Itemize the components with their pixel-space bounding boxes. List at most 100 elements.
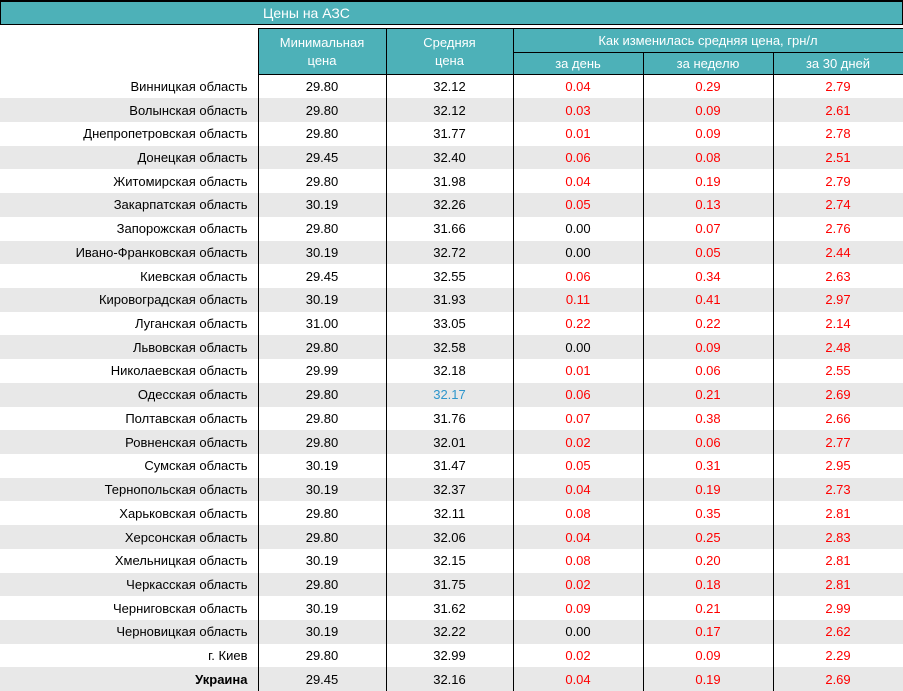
- avg-price-cell: 32.58: [386, 335, 514, 360]
- min-price-cell: 30.19: [258, 620, 387, 644]
- table-row: Черниговская область 30.19 31.62 0.09 0.21 2.…: [0, 596, 903, 621]
- avg-price-cell: 32.15: [386, 548, 514, 573]
- min-price-cell: 30.19: [258, 240, 387, 265]
- change-day-cell: 0.03: [513, 98, 644, 122]
- title-header-gap: [0, 25, 903, 28]
- avg-price-cell: 32.22: [386, 620, 514, 644]
- min-price-cell: 29.80: [258, 121, 387, 146]
- min-price-cell: 29.99: [258, 359, 387, 383]
- change-day-cell: 0.01: [513, 359, 644, 383]
- table-row: г. Киев 29.80 32.99 0.02 0.09 2.29: [0, 643, 903, 668]
- change-30d-cell: 2.81: [773, 548, 903, 573]
- table-row: Ивано-Франковская область 30.19 32.72 0.00 0…: [0, 240, 903, 265]
- table-row: Ровненская область 29.80 32.01 0.02 0.06 2.77: [0, 430, 903, 454]
- change-30d-cell: 2.62: [773, 620, 903, 644]
- avg-price-cell: 32.37: [386, 477, 514, 502]
- change-day-cell: 0.00: [513, 216, 644, 241]
- change-week-cell: 0.20: [643, 548, 774, 573]
- table-row: Донецкая область 29.45 32.40 0.06 0.08 2.51: [0, 145, 903, 170]
- change-day-cell: 0.05: [513, 193, 644, 217]
- region-cell: Черновицкая область: [0, 620, 259, 644]
- avg-price-cell: 31.62: [386, 596, 514, 621]
- region-cell: Луганская область: [0, 311, 259, 336]
- avg-price-cell: 32.26: [386, 193, 514, 217]
- change-30d-cell: 2.73: [773, 477, 903, 502]
- region-cell: Днепропетровская область: [0, 121, 259, 146]
- min-price-cell: 30.19: [258, 193, 387, 217]
- table-row: Винницкая область 29.80 32.12 0.04 0.29 2.79: [0, 74, 903, 99]
- region-cell: Хмельницкая область: [0, 548, 259, 573]
- avg-price-cell: 32.40: [386, 145, 514, 170]
- change-week-cell: 0.09: [643, 643, 774, 668]
- change-week-cell: 0.35: [643, 501, 774, 526]
- min-price-cell: 29.45: [258, 667, 387, 691]
- region-cell: Украина: [0, 667, 259, 691]
- avg-price-cell: 31.66: [386, 216, 514, 241]
- table-row: Луганская область 31.00 33.05 0.22 0.22 2.14: [0, 311, 903, 336]
- min-price-header-line2: цена: [307, 52, 337, 68]
- min-price-cell: 30.19: [258, 454, 387, 478]
- change-30d-cell: 2.81: [773, 572, 903, 597]
- change-30d-cell: 2.48: [773, 335, 903, 360]
- table-row: Черкасская область 29.80 31.75 0.02 0.18 2.81: [0, 572, 903, 597]
- change-day-cell: 0.02: [513, 572, 644, 597]
- change-day-cell: 0.07: [513, 406, 644, 431]
- page-title: Цены на АЗС: [263, 5, 350, 21]
- min-price-cell: 29.80: [258, 501, 387, 526]
- region-cell: Тернопольская область: [0, 477, 259, 502]
- region-cell: Полтавская область: [0, 406, 259, 431]
- region-cell: Киевская область: [0, 264, 259, 288]
- min-price-cell: 29.80: [258, 406, 387, 431]
- change-week-cell: 0.21: [643, 382, 774, 407]
- table-row: Полтавская область 29.80 31.76 0.07 0.38 2.66: [0, 406, 903, 431]
- region-cell: Житомирская область: [0, 169, 259, 194]
- change-week-cell: 0.06: [643, 359, 774, 383]
- change-day-cell: 0.00: [513, 240, 644, 265]
- avg-price-cell: 31.98: [386, 169, 514, 194]
- avg-price-cell: 32.01: [386, 430, 514, 454]
- change-30d-cell: 2.79: [773, 169, 903, 194]
- min-price-cell: 29.80: [258, 335, 387, 360]
- region-cell: Ивано-Франковская область: [0, 240, 259, 265]
- region-cell: Одесская область: [0, 382, 259, 407]
- region-cell: Львовская область: [0, 335, 259, 360]
- region-cell: Ровненская область: [0, 430, 259, 454]
- region-cell: Волынская область: [0, 98, 259, 122]
- region-cell: Николаевская область: [0, 359, 259, 383]
- fuel-price-table: Минимальная цена Средняя цена Как измени…: [0, 28, 903, 691]
- change-day-cell: 0.06: [513, 382, 644, 407]
- table-header: Минимальная цена Средняя цена Как измени…: [0, 28, 903, 75]
- change-30d-cell: 2.79: [773, 74, 903, 99]
- avg-price-cell[interactable]: 32.17: [386, 382, 514, 407]
- min-price-cell: 29.80: [258, 382, 387, 407]
- table-row: Тернопольская область 30.19 32.37 0.04 0.19 2…: [0, 477, 903, 502]
- change-day-cell: 0.08: [513, 501, 644, 526]
- change-week-cell: 0.08: [643, 145, 774, 170]
- change-week-cell: 0.41: [643, 287, 774, 312]
- change-30d-cell: 2.99: [773, 596, 903, 621]
- change-30d-cell: 2.78: [773, 121, 903, 146]
- table-row: Запорожская область 29.80 31.66 0.00 0.07 2.7…: [0, 216, 903, 241]
- change-30d-cell: 2.97: [773, 287, 903, 312]
- table-row: Харьковская область 29.80 32.11 0.08 0.35 2.8…: [0, 501, 903, 526]
- col-header-change-30d: за 30 дней: [772, 52, 903, 75]
- change-day-cell: 0.02: [513, 430, 644, 454]
- min-price-cell: 29.80: [258, 74, 387, 99]
- min-price-header-line1: Минимальная: [279, 34, 365, 50]
- table-body: Винницкая область 29.80 32.12 0.04 0.29 2.79 В…: [0, 74, 903, 691]
- change-day-cell: 0.01: [513, 121, 644, 146]
- change-day-cell: 0.22: [513, 311, 644, 336]
- change-week-cell: 0.31: [643, 454, 774, 478]
- table-row: Львовская область 29.80 32.58 0.00 0.09 2.48: [0, 335, 903, 360]
- avg-price-cell: 32.18: [386, 359, 514, 383]
- change-30d-cell: 2.66: [773, 406, 903, 431]
- change-week-cell: 0.29: [643, 74, 774, 99]
- change-week-cell: 0.19: [643, 477, 774, 502]
- change-day-cell: 0.04: [513, 74, 644, 99]
- change-30d-cell: 2.44: [773, 240, 903, 265]
- change-week-cell: 0.09: [643, 98, 774, 122]
- table-row: Днепропетровская область 29.80 31.77 0.01 0.…: [0, 121, 903, 146]
- avg-price-cell: 32.99: [386, 643, 514, 668]
- change-30d-cell: 2.76: [773, 216, 903, 241]
- change-day-cell: 0.04: [513, 477, 644, 502]
